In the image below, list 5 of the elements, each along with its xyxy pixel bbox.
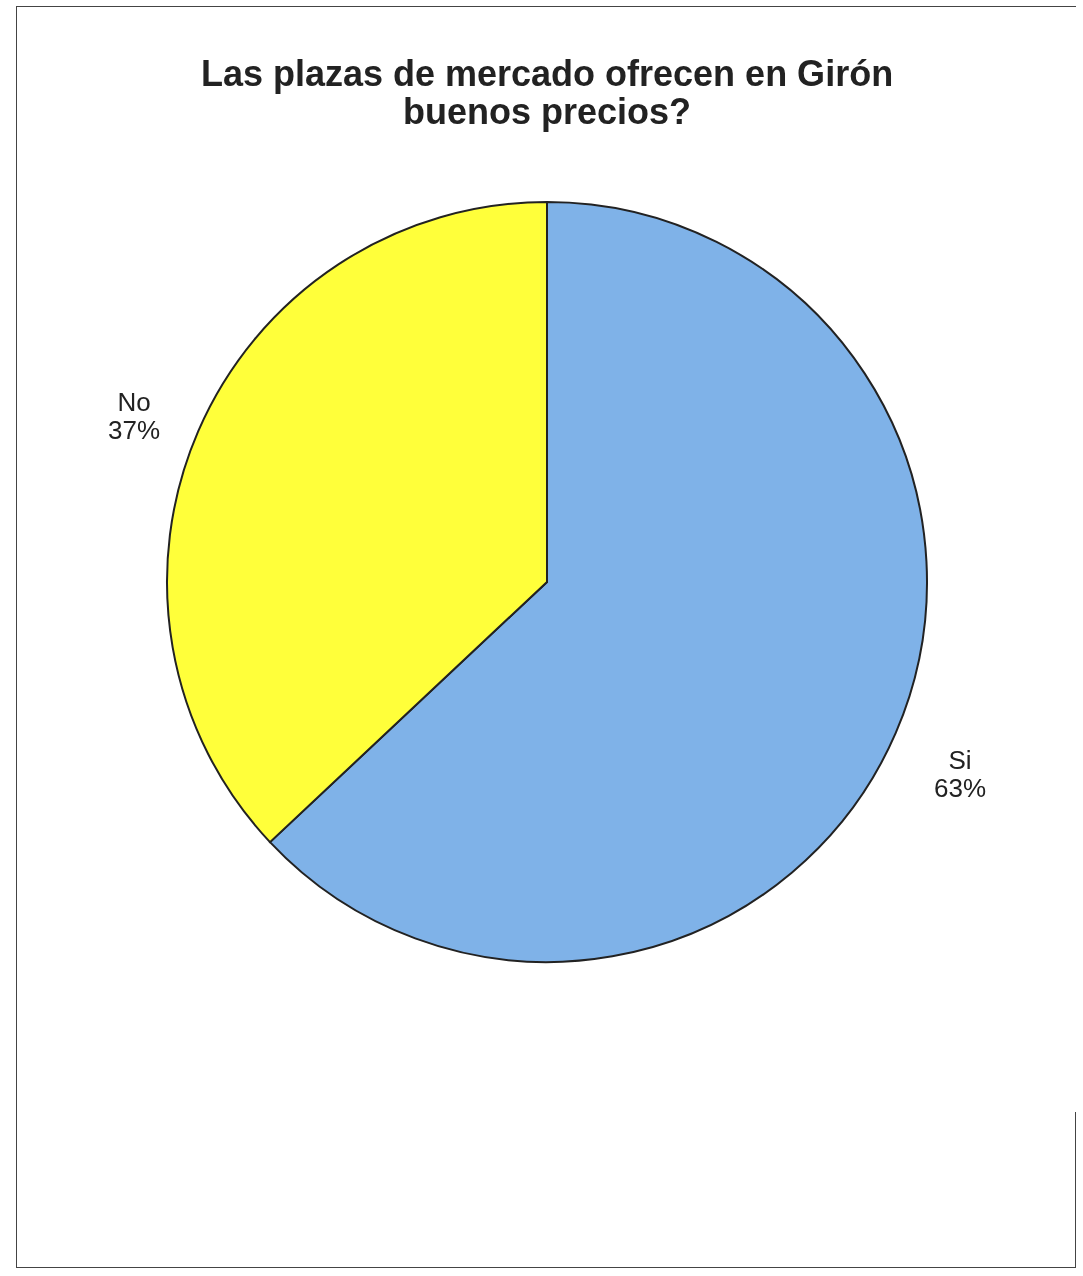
- slice-label: No: [117, 387, 151, 418]
- data-label: 37%: [107, 415, 161, 446]
- slice-label: Si: [948, 744, 972, 775]
- chart-title: Las plazas de mercado ofrecen en Girón buenos precios?: [200, 53, 894, 132]
- data-label: 63%: [933, 772, 987, 803]
